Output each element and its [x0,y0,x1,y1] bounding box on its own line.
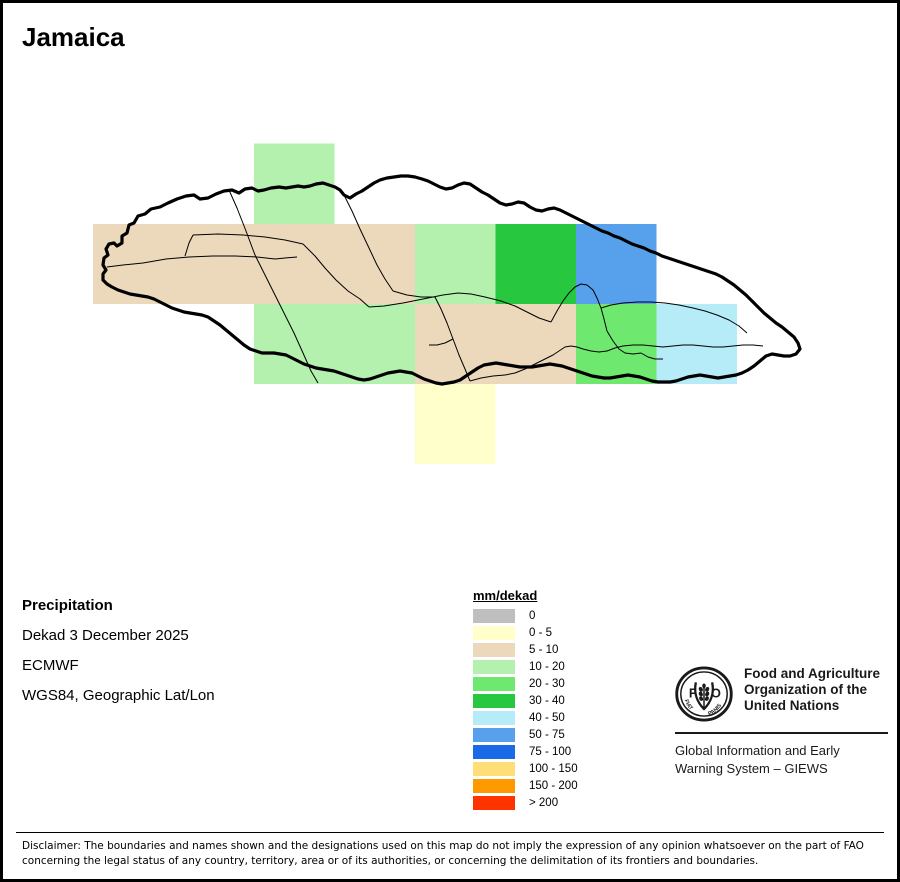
fao-org-line2: Organization of the [744,682,867,697]
legend-swatch [473,727,515,742]
fao-organization-name: Food and Agriculture Organization of the… [744,665,880,714]
map-svg[interactable] [3,3,897,543]
legend-swatch [473,625,515,640]
legend-item: 30 - 40 [473,692,578,709]
fao-org-line1: Food and Agriculture [744,666,880,681]
legend-swatch [473,710,515,725]
legend-label: 150 - 200 [529,779,578,792]
legend-label: 0 - 5 [529,626,553,639]
svg-text:FIAT: FIAT [683,699,694,712]
giews-programme-name: Global Information and Early Warning Sys… [675,742,890,778]
map-canvas[interactable] [3,3,897,543]
giews-line1: Global Information and Early [675,743,840,758]
precip-cell [495,224,576,304]
precip-cell [415,224,496,304]
legend-item: 10 - 20 [473,658,578,675]
fao-motto-left: FIAT [683,699,694,712]
legend-swatch [473,778,515,793]
precipitation-raster [93,143,737,464]
jamaica-coastline [101,174,802,386]
legend-label: 75 - 100 [529,745,572,758]
legend-label: 10 - 20 [529,660,565,673]
fao-divider [675,732,888,734]
precip-cell [415,384,496,464]
legend-swatch [473,676,515,691]
map-legend: mm/dekad 0 0 - 5 5 - 10 10 - 20 20 - 30 30 - … [473,588,578,811]
precip-cell [173,224,254,304]
precip-cell [576,304,657,384]
precip-cell [656,304,737,384]
legend-item: 40 - 50 [473,709,578,726]
legend-item: 150 - 200 [473,777,578,794]
legend-label: > 200 [529,796,559,809]
legend-swatch [473,693,515,708]
info-variable: Precipitation [22,597,113,614]
legend-label: 0 [529,609,536,622]
legend-item: > 200 [473,794,578,811]
fao-logo-icon: F O FIAT PANIS [675,665,733,723]
legend-label: 40 - 50 [529,711,565,724]
legend-item: 50 - 75 [473,726,578,743]
legend-swatch [473,608,515,623]
disclaimer-divider [16,832,884,833]
giews-line2: Warning System – GIEWS [675,761,828,776]
parish-boundaries [106,189,764,384]
legend-swatch [473,761,515,776]
map-info-block: Precipitation Dekad 3 December 2025 ECMW… [22,591,352,711]
info-period: Dekad 3 December 2025 [22,627,189,644]
legend-swatch [473,744,515,759]
legend-title: mm/dekad [473,588,538,603]
svg-text:F: F [689,685,697,700]
legend-swatch [473,642,515,657]
precip-cell [254,224,335,304]
legend-item: 20 - 30 [473,675,578,692]
legend-item: 75 - 100 [473,743,578,760]
page-title: Jamaica [22,22,125,52]
legend-swatch [473,659,515,674]
fao-org-line3: United Nations [744,698,840,713]
legend-item: 0 - 5 [473,624,578,641]
legend-item: 5 - 10 [473,641,578,658]
legend-item: 0 [473,607,578,624]
legend-label: 50 - 75 [529,728,565,741]
info-source: ECMWF [22,657,79,674]
legend-label: 30 - 40 [529,694,565,707]
precip-cell [334,224,415,304]
precip-cell [495,304,576,384]
disclaimer-text: Disclaimer: The boundaries and names sho… [22,840,864,867]
legend-label: 20 - 30 [529,677,565,690]
info-projection: WGS84, Geographic Lat/Lon [22,687,215,704]
legend-swatch [473,795,515,810]
legend-label: 5 - 10 [529,643,559,656]
legend-item: 100 - 150 [473,760,578,777]
fao-branding: F O FIAT PANIS Food and Agriculture Orga… [675,665,890,778]
legend-rows: 0 0 - 5 5 - 10 10 - 20 20 - 30 30 - 40 40 - 50… [473,607,578,811]
svg-text:O: O [711,685,721,700]
precip-cell [254,304,335,384]
legend-label: 100 - 150 [529,762,578,775]
jamaica-coastline-group [101,174,802,386]
